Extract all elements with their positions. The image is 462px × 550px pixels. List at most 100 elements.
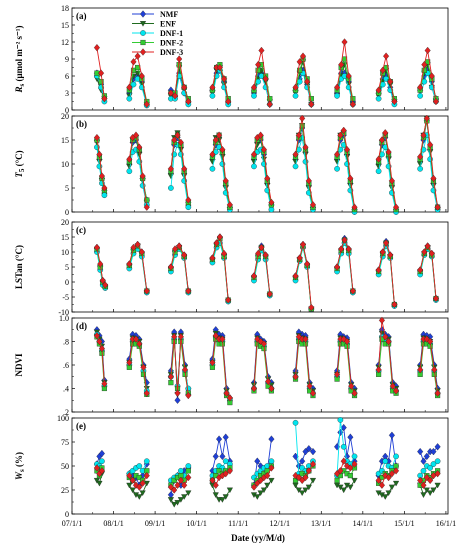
data-point <box>126 95 133 102</box>
data-point <box>334 150 341 159</box>
data-point <box>345 72 352 80</box>
x-tick-label: 16/1/1 <box>436 519 456 528</box>
data-point <box>219 145 226 154</box>
x-axis-title: Date (yy/M/d) <box>231 533 285 543</box>
data-point <box>185 463 192 469</box>
data-point <box>140 363 147 372</box>
x-tick-label: 13/1/1 <box>311 519 331 528</box>
data-point <box>309 389 316 397</box>
data-point <box>268 198 275 207</box>
data-point <box>226 394 233 402</box>
data-point <box>417 165 423 172</box>
series-dnf-3 <box>93 233 439 312</box>
data-point <box>427 141 434 149</box>
data-point <box>375 155 382 163</box>
data-point <box>171 486 178 494</box>
y-axis-label: Rs (μmol m⁻² s⁻¹) <box>14 26 26 94</box>
data-point <box>93 243 100 252</box>
data-point <box>302 143 309 151</box>
data-point <box>126 358 133 367</box>
data-point <box>382 458 389 465</box>
data-point <box>143 203 150 211</box>
series-dnf-3 <box>93 316 441 402</box>
y-tick-label: 15 <box>61 136 69 145</box>
panel-4: .2 .4 .6 .8 1.0 (d) NDVI <box>14 314 449 417</box>
data-point <box>168 185 174 191</box>
data-point <box>375 266 382 274</box>
y-tick-label: .6 <box>63 361 69 370</box>
data-point <box>428 72 435 80</box>
y-tick-label: 9 <box>65 55 69 64</box>
data-point <box>299 457 306 465</box>
data-point <box>340 487 347 494</box>
data-point <box>379 248 386 256</box>
data-point <box>209 358 216 367</box>
data-point <box>423 452 430 461</box>
data-point <box>143 287 150 295</box>
data-point <box>172 245 179 253</box>
data-point <box>185 385 192 392</box>
data-point <box>209 92 216 99</box>
y-tick-label: 10 <box>61 160 69 169</box>
data-point <box>430 487 437 494</box>
data-point <box>138 72 145 80</box>
data-point <box>134 240 141 249</box>
series-line <box>295 118 314 205</box>
data-point <box>334 477 340 483</box>
data-point <box>417 153 424 161</box>
series-line <box>128 338 148 394</box>
data-point <box>225 97 232 106</box>
y-tick-label: -5 <box>62 293 69 302</box>
data-point <box>351 453 358 460</box>
data-point <box>292 272 299 280</box>
data-point <box>305 467 312 475</box>
data-point <box>209 150 216 159</box>
y-tick-label: 0 <box>65 106 69 115</box>
data-point <box>172 92 179 100</box>
data-point <box>98 79 104 85</box>
data-point <box>420 131 427 139</box>
data-point <box>130 58 137 66</box>
data-point <box>388 431 395 439</box>
data-point <box>98 467 105 475</box>
data-point <box>417 447 424 456</box>
data-point <box>181 165 188 173</box>
data-point <box>334 83 341 92</box>
data-point <box>126 260 133 268</box>
legend-label: DNF-2 <box>160 39 183 48</box>
data-point <box>264 482 271 489</box>
series-line <box>336 129 355 208</box>
data-point <box>216 468 222 474</box>
data-point <box>258 46 265 55</box>
data-point <box>216 63 223 72</box>
data-point <box>427 476 434 485</box>
data-point <box>378 481 385 489</box>
data-point <box>351 460 358 468</box>
data-point <box>226 487 233 494</box>
data-point <box>219 335 226 343</box>
data-point <box>421 248 428 256</box>
data-point <box>250 83 258 92</box>
data-point <box>423 335 430 343</box>
series-line <box>128 134 148 208</box>
y-tick-label: 0 <box>65 208 69 217</box>
data-point <box>385 148 392 156</box>
data-point <box>292 150 299 159</box>
data-point <box>181 366 189 374</box>
data-point <box>167 263 174 271</box>
data-point <box>344 462 351 470</box>
data-point <box>185 97 192 106</box>
data-point <box>337 467 344 475</box>
y-tick-label: 0 <box>65 278 69 287</box>
data-point <box>260 487 268 494</box>
y-axis-label: NDVI <box>14 353 24 376</box>
data-point <box>430 461 437 467</box>
data-point <box>265 377 272 386</box>
legend-label: NMF <box>160 10 178 19</box>
data-point <box>209 165 216 172</box>
data-point <box>209 476 216 485</box>
data-point <box>383 239 390 247</box>
data-point <box>391 97 398 106</box>
x-tick-label: 14/1/1 <box>353 519 373 528</box>
